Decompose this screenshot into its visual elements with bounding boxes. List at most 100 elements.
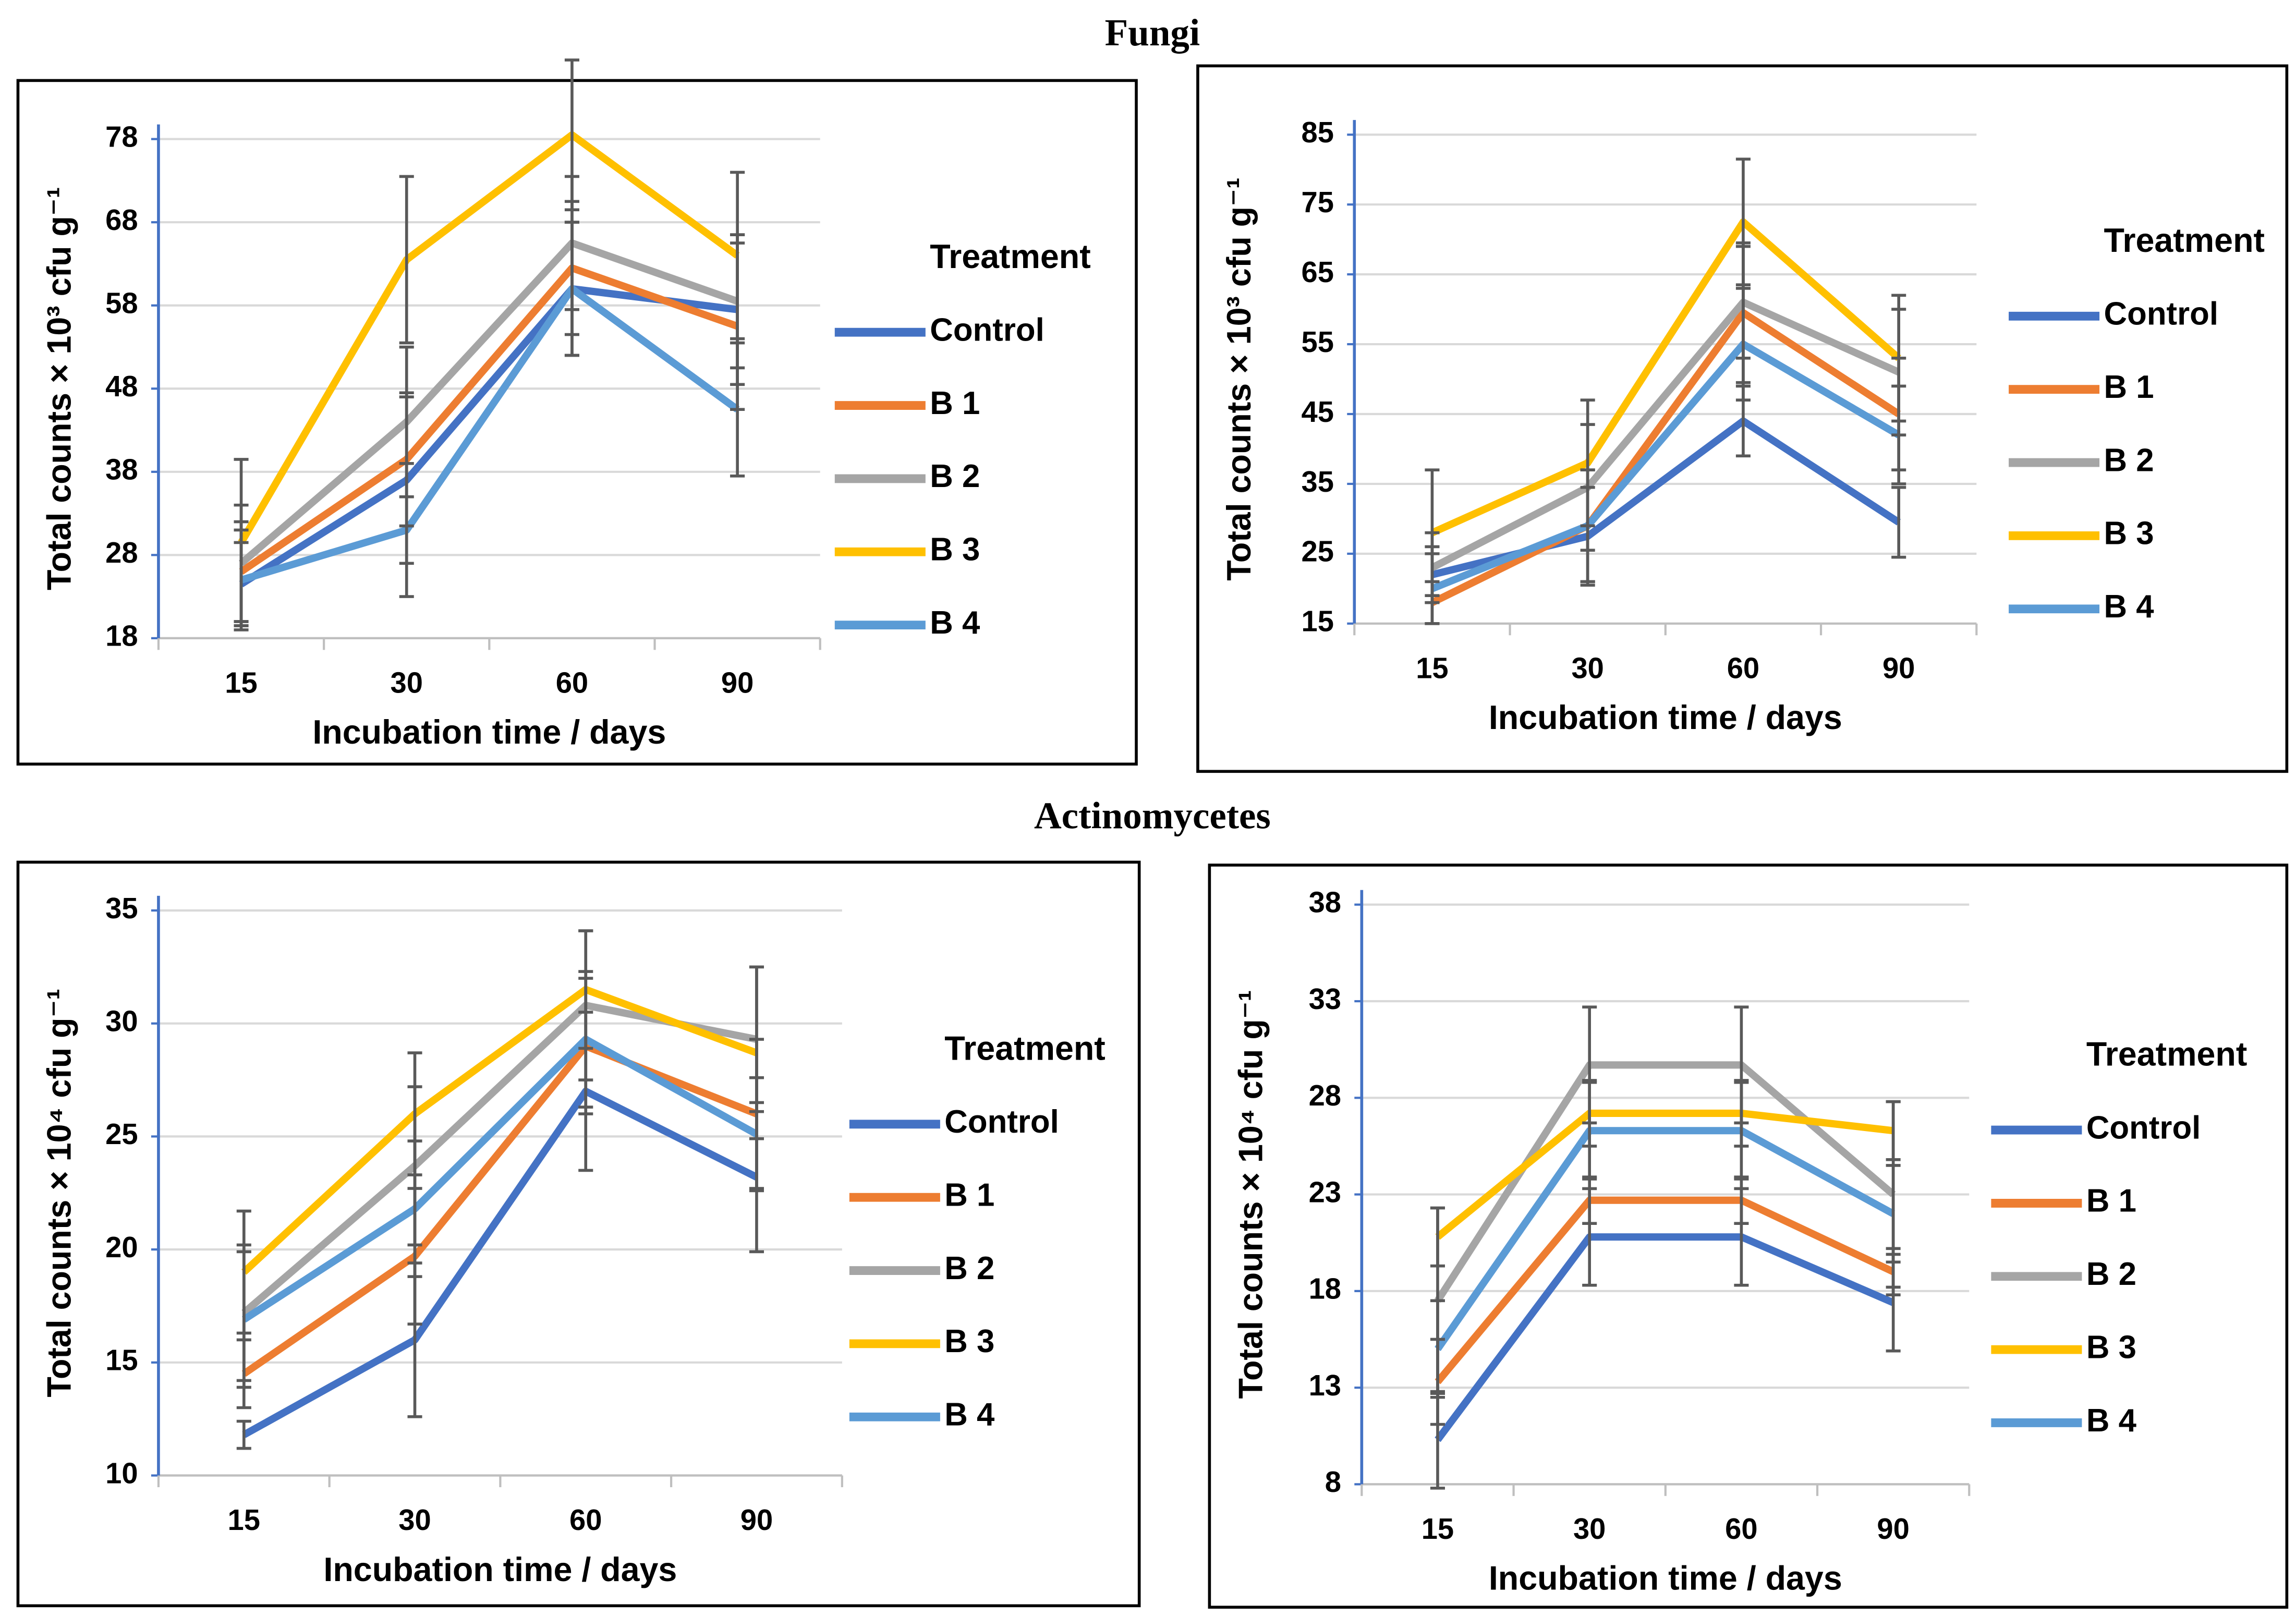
legend-title: Treatment (2104, 222, 2265, 259)
series-line (240, 285, 740, 584)
error-bar (1430, 1206, 1445, 1268)
y-tick-label: 28 (105, 536, 138, 569)
x-tick-label: 90 (1882, 651, 1915, 684)
x-axis-title: Incubation time / days (1489, 1560, 1842, 1597)
y-tick-label: 25 (1302, 535, 1334, 568)
error-bar (236, 1250, 251, 1389)
series-line (1435, 1061, 1896, 1303)
y-tick-label: 30 (105, 1005, 138, 1038)
series-line (1430, 341, 1901, 592)
error-bar (1582, 1080, 1597, 1181)
error-bar (1425, 552, 1440, 625)
error-bar (564, 221, 579, 357)
y-tick-label: 18 (1309, 1272, 1341, 1305)
panel-border (1196, 64, 2289, 773)
legend-label: Control (930, 312, 1044, 348)
legend-label: B 3 (2104, 516, 2154, 552)
y-tick-label: 33 (1309, 982, 1341, 1015)
x-tick-label: 30 (1571, 651, 1603, 684)
legend-label: B 1 (930, 385, 980, 421)
y-tick-label: 68 (105, 203, 138, 236)
y-tick-label: 20 (105, 1231, 138, 1263)
y-tick-label: 35 (1302, 465, 1334, 498)
legend-label: B 2 (930, 458, 980, 494)
legend-label: B 4 (944, 1397, 995, 1433)
legend-label: B 3 (944, 1323, 994, 1359)
error-bar (1886, 1164, 1901, 1264)
x-tick-label: 30 (398, 1503, 431, 1536)
y-tick-label: 23 (1309, 1175, 1341, 1208)
x-tick-label: 30 (1573, 1512, 1606, 1545)
error-bar (236, 1419, 251, 1450)
x-tick-label: 15 (225, 666, 257, 699)
legend-label: B 3 (2086, 1329, 2136, 1365)
series-line (238, 131, 740, 544)
legend-label: B 1 (2086, 1183, 2136, 1219)
series-line (241, 986, 758, 1275)
legend-label: B 1 (2104, 369, 2154, 405)
y-axis-title: Total counts × 10⁴ cfu g⁻¹ (41, 989, 78, 1398)
error-bar (399, 175, 414, 345)
error-bar (1735, 157, 1751, 287)
legend-label: B 1 (944, 1177, 994, 1213)
y-tick-label: 58 (105, 287, 138, 320)
error-bar (730, 171, 745, 341)
series-line (241, 1042, 758, 1377)
series-line (242, 1087, 759, 1438)
y-tick-label: 38 (105, 453, 138, 486)
legend-label: B 2 (944, 1250, 994, 1286)
y-tick-label: 85 (1302, 116, 1334, 149)
series-line (1430, 298, 1901, 571)
y-tick-label: 65 (1302, 256, 1334, 288)
y-axis-title: Total counts × 10³ cfu g⁻¹ (41, 187, 78, 590)
error-bar (1891, 384, 1906, 485)
legend-label: B 2 (2086, 1256, 2136, 1292)
legend-label: B 4 (2086, 1403, 2137, 1439)
legend-label: Control (2086, 1110, 2201, 1146)
error-bar (1734, 1080, 1749, 1181)
error-bar (399, 462, 414, 598)
legend-title: Treatment (930, 238, 1091, 275)
y-tick-label: 35 (105, 892, 138, 925)
legend-label: B 2 (2104, 442, 2154, 478)
legend-label: Control (944, 1104, 1059, 1140)
panel-border (16, 860, 1141, 1608)
series-line (1435, 1127, 1896, 1351)
legend-label: B 4 (2104, 589, 2155, 625)
series-line (238, 239, 739, 566)
x-axis-title: Incubation time / days (312, 713, 666, 751)
error-bar (407, 1139, 422, 1278)
error-bar (578, 970, 593, 1109)
x-tick-label: 60 (569, 1503, 602, 1536)
x-tick-label: 15 (228, 1503, 260, 1536)
error-bar (1735, 287, 1751, 402)
y-tick-label: 38 (1309, 886, 1341, 919)
series-line (1430, 309, 1901, 606)
legend-label: B 4 (930, 605, 980, 641)
section-title: Fungi (1105, 11, 1200, 54)
x-tick-label: 15 (1416, 651, 1448, 684)
series-line (239, 264, 739, 575)
x-axis-title: Incubation time / days (323, 1551, 677, 1588)
panel-border (16, 79, 1138, 766)
x-tick-label: 60 (1727, 651, 1759, 684)
panel-border (1208, 864, 2289, 1609)
error-bar (749, 1076, 764, 1193)
x-axis-title: Incubation time / days (1489, 699, 1842, 736)
y-tick-label: 13 (1309, 1369, 1341, 1402)
legend-label: B 3 (930, 532, 980, 568)
x-tick-label: 90 (1877, 1512, 1909, 1545)
series-line (1435, 1109, 1894, 1240)
legend-title: Treatment (2086, 1036, 2248, 1073)
x-tick-label: 60 (556, 666, 588, 699)
series-line (241, 1036, 759, 1323)
error-bar (1886, 1100, 1901, 1161)
legend-title: Treatment (944, 1030, 1105, 1067)
y-axis-title: Total counts × 10³ cfu g⁻¹ (1220, 177, 1258, 580)
x-tick-label: 30 (391, 666, 423, 699)
y-tick-label: 75 (1302, 186, 1334, 218)
x-tick-label: 90 (721, 666, 754, 699)
y-tick-label: 78 (105, 120, 138, 153)
